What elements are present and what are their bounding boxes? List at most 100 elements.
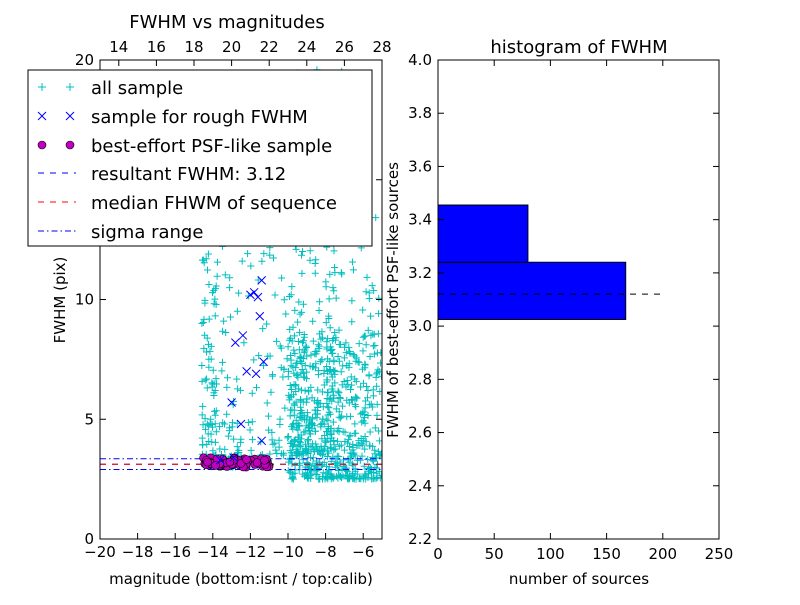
all-sample-point [329, 418, 337, 426]
rough-fwhm-point [257, 436, 267, 446]
x-tick-label: −16 [159, 543, 191, 561]
all-sample-point [299, 456, 307, 464]
all-sample-point [307, 351, 315, 359]
all-sample-point [352, 357, 360, 365]
all-sample-point [329, 453, 337, 461]
all-sample-point [299, 300, 307, 308]
all-sample-point [291, 438, 299, 446]
legend-label-psf-sample: best-effort PSF-like sample [91, 136, 332, 157]
psf-sample-point [225, 457, 235, 467]
all-sample-point [311, 259, 319, 267]
all-sample-point [357, 410, 365, 418]
all-sample-point [248, 436, 256, 444]
all-sample-point [294, 318, 302, 326]
all-sample-point [362, 341, 370, 349]
all-sample-point [286, 406, 294, 414]
all-sample-point [198, 319, 206, 327]
all-sample-point [205, 281, 213, 289]
all-sample-point [353, 470, 361, 478]
all-sample-point [289, 363, 297, 371]
legend-label-rough-fwhm: sample for rough FWHM [91, 107, 308, 128]
all-sample-point [305, 386, 313, 394]
all-sample-point [223, 383, 231, 391]
all-sample-point [302, 342, 310, 350]
all-sample-point [311, 406, 319, 414]
all-sample-point [285, 391, 293, 399]
all-sample-point [282, 310, 290, 318]
x-tick-label: −10 [272, 543, 304, 561]
all-sample-point [224, 432, 232, 440]
left-axis-ticks: −20 −18 −16 −14 −12 −10 −8 −6 14 16 18 20 22 24 26 28 0 5… [75, 38, 392, 561]
all-sample-point [361, 414, 369, 422]
all-sample-point [317, 421, 325, 429]
top-x-tick-label: 28 [372, 38, 391, 56]
all-sample-point [301, 428, 309, 436]
left-panel: −20 −18 −16 −14 −12 −10 −8 −6 14 16 18 20 22 24 26 28 0 5… [27, 12, 392, 588]
all-sample-point [201, 376, 209, 384]
all-sample-point [218, 358, 226, 366]
top-x-tick-label: 14 [109, 38, 128, 56]
all-sample-point [372, 373, 380, 381]
all-sample-point [207, 415, 215, 423]
all-sample-point [291, 306, 299, 314]
x-tick-label: −6 [352, 543, 374, 561]
all-sample-point [204, 430, 212, 438]
all-sample-point [370, 350, 378, 358]
all-sample-point [315, 342, 323, 350]
all-sample-point [277, 450, 285, 458]
all-sample-point [237, 438, 245, 446]
all-sample-point [340, 354, 348, 362]
all-sample-point [199, 421, 207, 429]
all-sample-point [349, 266, 357, 274]
all-sample-point [303, 352, 311, 360]
all-sample-point [322, 438, 330, 446]
all-sample-point [345, 399, 353, 407]
all-sample-point [330, 391, 338, 399]
all-sample-point [320, 366, 328, 374]
all-sample-point [221, 420, 229, 428]
all-sample-point [358, 365, 366, 373]
top-x-tick-label: 16 [147, 38, 166, 56]
all-sample-point [221, 445, 229, 453]
all-sample-point [219, 327, 227, 335]
all-sample-point [324, 417, 332, 425]
left-x-axis-label: magnitude (bottom:isnt / top:calib) [109, 570, 373, 588]
all-sample-point [216, 423, 224, 431]
all-sample-point [369, 453, 377, 461]
all-sample-point [368, 403, 376, 411]
all-sample-point [275, 436, 283, 444]
all-sample-point [338, 402, 346, 410]
all-sample-point [363, 273, 371, 281]
all-sample-point [370, 330, 378, 338]
all-sample-point [211, 438, 219, 446]
all-sample-point [337, 474, 345, 482]
all-sample-point [230, 435, 238, 443]
all-sample-point [290, 381, 298, 389]
rough-fwhm-point [253, 292, 263, 302]
all-sample-point [309, 414, 317, 422]
all-sample-point [278, 274, 286, 282]
all-sample-point [360, 379, 368, 387]
legend-circle-marker [65, 140, 75, 150]
y-tick-label: 2.8 [408, 370, 432, 388]
all-sample-point [334, 353, 342, 361]
rough-fwhm-point [251, 369, 261, 379]
all-sample-point [294, 373, 302, 381]
all-sample-point [361, 419, 369, 427]
all-sample-point [298, 269, 306, 277]
all-sample-point [204, 266, 212, 274]
all-sample-point [365, 372, 373, 380]
all-sample-point [329, 284, 337, 292]
all-sample-point [352, 393, 360, 401]
all-sample-point [258, 257, 266, 265]
all-sample-point [213, 272, 221, 280]
all-sample-point [226, 274, 234, 282]
all-sample-point [374, 366, 382, 374]
all-sample-point [309, 362, 317, 370]
all-sample-point [205, 315, 213, 323]
all-sample-point [337, 340, 345, 348]
all-sample-point [284, 343, 292, 351]
all-sample-point [368, 475, 376, 483]
all-sample-point [298, 251, 306, 259]
